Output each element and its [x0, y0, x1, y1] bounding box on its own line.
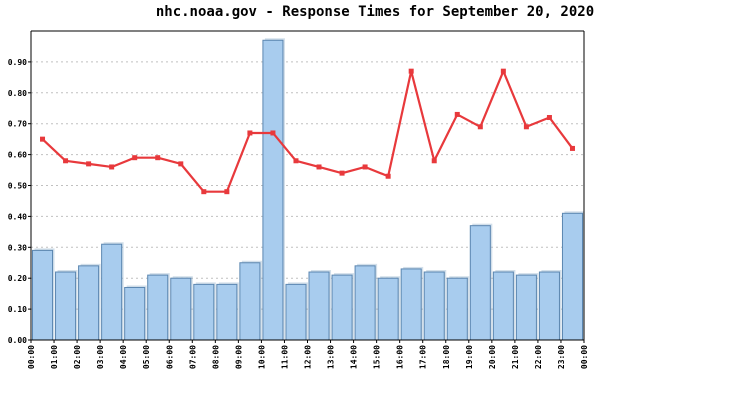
bar: [331, 274, 353, 341]
x-tick-label: 20:00: [488, 345, 497, 369]
bar: [32, 249, 54, 341]
bar: [262, 39, 284, 341]
y-tick-labels: 0.00 0.10 0.20 0.30 0.40 0.50 0.60 0.70 0.80 0.90: [8, 58, 27, 345]
x-tick-label: 19:00: [465, 345, 474, 369]
x-tick-label: 22:00: [534, 345, 543, 369]
x-tick-label: 01:00: [50, 345, 59, 369]
bar: [354, 265, 376, 341]
bar: [147, 274, 169, 341]
x-tick-label: 16:00: [396, 345, 405, 369]
bar: [285, 283, 307, 341]
line-point: [132, 155, 138, 161]
chart-title: nhc.noaa.gov - Response Times for Septem…: [155, 4, 595, 20]
bar: [446, 277, 468, 341]
grid-lines: [28, 61, 584, 341]
line-point: [155, 155, 161, 161]
y-tick-label: 0.60: [8, 151, 27, 160]
line-point: [270, 130, 276, 136]
line-point: [523, 124, 529, 130]
x-tick-label: 03:00: [96, 345, 105, 369]
bar: [55, 271, 77, 341]
x-tick-label: 23:00: [557, 345, 566, 369]
y-tick-label: 0.70: [8, 120, 27, 129]
bar: [78, 265, 100, 341]
line-point: [316, 164, 322, 170]
line-point: [362, 164, 368, 170]
line-point: [178, 161, 184, 167]
line-point: [293, 158, 299, 164]
x-tick-label: 14:00: [350, 345, 359, 369]
x-tick-labels: 00:00 01:00 02:00 03:00 04:00 05:00 06:00 07:00…: [27, 345, 589, 369]
bar: [101, 243, 123, 341]
x-tick-label: 18:00: [442, 345, 451, 369]
line-point: [385, 173, 391, 179]
bar: [193, 283, 215, 341]
line-point: [224, 189, 230, 195]
bar: [561, 212, 583, 341]
x-tick-label: 21:00: [511, 345, 520, 369]
line-point: [408, 68, 414, 74]
x-tick-label: 08:00: [211, 345, 220, 369]
line-point: [454, 111, 460, 117]
x-tick-label: 00:00: [580, 345, 589, 369]
x-tick-label: 05:00: [142, 345, 151, 369]
x-tick-label: 06:00: [165, 345, 174, 369]
series-line: [41, 70, 574, 193]
bar: [216, 283, 238, 341]
x-tick-label: 17:00: [419, 345, 428, 369]
bar: [377, 277, 399, 341]
y-tick-label: 0.10: [8, 305, 27, 314]
x-tick-label: 04:00: [119, 345, 128, 369]
x-tick-label: 09:00: [234, 345, 243, 369]
bar: [400, 268, 422, 341]
y-tick-label: 0.20: [8, 274, 27, 283]
line-point: [109, 164, 115, 170]
bar: [124, 286, 146, 341]
line-point: [500, 68, 506, 74]
x-tick-label: 00:00: [27, 345, 36, 369]
x-tick-label: 11:00: [280, 345, 289, 369]
bar: [469, 225, 491, 341]
line-point: [569, 145, 575, 151]
x-tick-label: 02:00: [73, 345, 82, 369]
bar-series: [32, 38, 585, 341]
bar: [538, 271, 560, 341]
y-tick-label: 0.00: [8, 336, 27, 345]
x-tick-label: 10:00: [257, 345, 266, 369]
line-point: [86, 161, 92, 167]
line-point: [247, 130, 253, 136]
bar: [423, 271, 445, 341]
line-point: [40, 136, 46, 142]
bar: [515, 274, 537, 341]
line-point: [546, 115, 552, 121]
line-point: [201, 189, 207, 195]
x-tick-label: 07:00: [188, 345, 197, 369]
y-tick-label: 0.40: [8, 212, 27, 221]
line-point: [339, 170, 345, 176]
bar: [308, 271, 330, 341]
y-tick-label: 0.50: [8, 182, 27, 191]
y-tick-label: 0.90: [8, 58, 27, 67]
x-tick-label: 13:00: [327, 345, 336, 369]
y-tick-label: 0.80: [8, 89, 27, 98]
bar: [170, 277, 192, 341]
y-tick-label: 0.30: [8, 243, 27, 252]
line-point: [63, 158, 69, 164]
bar: [492, 271, 514, 341]
bar: [239, 262, 261, 341]
x-tick-label: 15:00: [373, 345, 382, 369]
line-point: [431, 158, 437, 164]
axes: [30, 30, 585, 343]
x-tick-label: 12:00: [304, 345, 313, 369]
line-series: [40, 68, 575, 195]
line-point: [477, 124, 483, 130]
